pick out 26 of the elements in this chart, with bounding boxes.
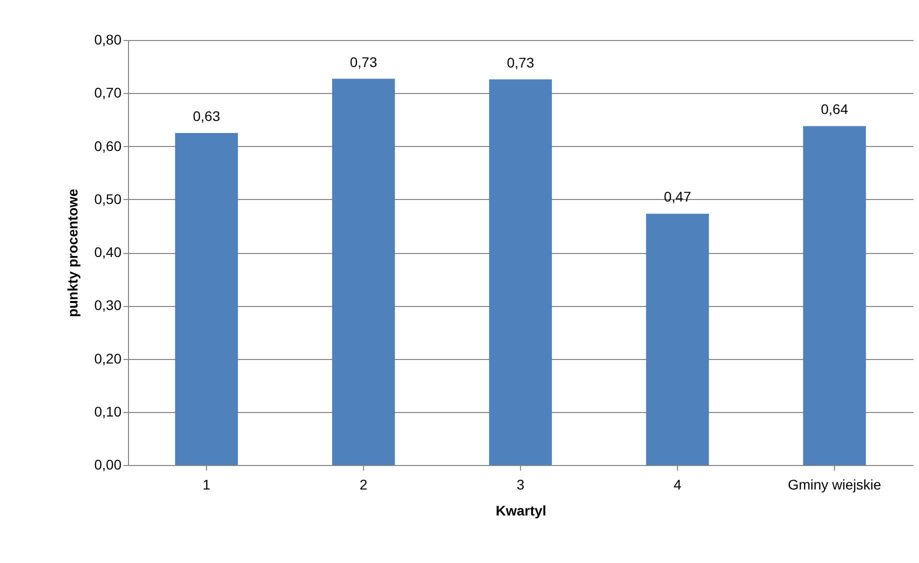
x-tick-label: 2 [360, 476, 368, 492]
y-tick-label: 0,70 [94, 84, 122, 101]
data-label: 0,47 [664, 188, 692, 205]
x-tick-label: 1 [202, 476, 211, 492]
y-tick-label: 0,40 [94, 244, 122, 260]
bar [489, 79, 552, 465]
y-tick-label: 0,10 [94, 403, 122, 420]
bar [332, 78, 395, 465]
y-axis-title: punkty procentowe [64, 188, 80, 318]
data-label: 0,73 [506, 54, 534, 70]
x-tick-label: 4 [674, 476, 682, 492]
y-tick-label: 0,30 [94, 297, 122, 314]
bar [646, 214, 709, 465]
y-tick-label: 0,80 [94, 32, 122, 48]
y-tick-label: 0,60 [94, 138, 122, 154]
y-tick-label: 0,50 [94, 190, 122, 207]
bar [175, 132, 238, 465]
data-label: 0,73 [350, 54, 378, 70]
x-tick-label: Gminy wiejskie [788, 476, 882, 492]
data-label: 0,64 [820, 101, 848, 118]
x-tick-label: 3 [516, 476, 525, 492]
y-tick-label: 0,20 [94, 350, 122, 366]
x-axis-title: Kwartyl [496, 502, 546, 518]
data-label: 0,63 [192, 108, 220, 124]
bar [803, 126, 866, 465]
y-tick-label: 0,00 [94, 456, 122, 472]
